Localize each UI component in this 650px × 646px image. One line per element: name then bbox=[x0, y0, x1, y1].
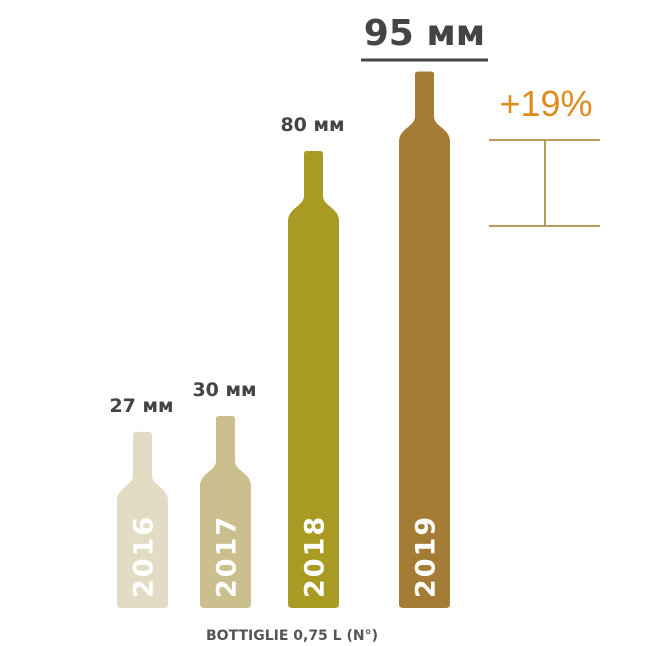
bottle-bar-2019 bbox=[399, 71, 450, 608]
bottle-bar-2018 bbox=[288, 151, 339, 608]
category-label: 2017 bbox=[212, 515, 243, 598]
bottle-bar-2017 bbox=[200, 416, 251, 608]
value-label: 30 мм bbox=[192, 379, 256, 401]
bottle-bar-2016 bbox=[117, 431, 168, 608]
growth-annotation: +19% bbox=[499, 83, 592, 124]
category-label: 2019 bbox=[411, 515, 442, 598]
x-axis-label: BOTTIGLIE 0,75 L (N°) bbox=[206, 628, 378, 644]
category-label: 2018 bbox=[300, 515, 331, 598]
category-label: 2016 bbox=[129, 515, 160, 598]
value-label: 95 мм bbox=[364, 13, 485, 54]
growth-bracket bbox=[489, 139, 600, 227]
value-label: 80 мм bbox=[280, 114, 344, 136]
value-label: 27 мм bbox=[109, 395, 173, 417]
